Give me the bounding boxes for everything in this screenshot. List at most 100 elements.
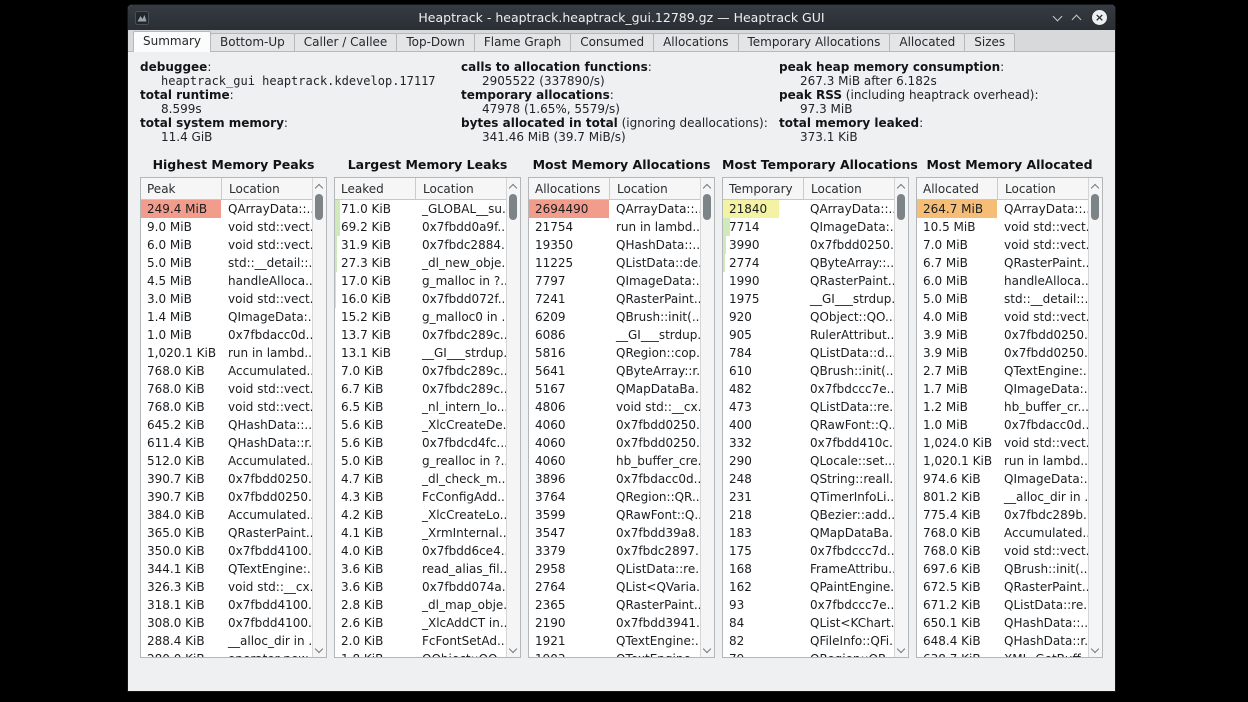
table-row[interactable]: 2764 QList<QVaria... xyxy=(529,578,701,596)
table-row[interactable]: 79 QRegion::QR... xyxy=(723,650,895,657)
table-row[interactable]: 6.5 KiB _nl_intern_lo... xyxy=(335,398,507,416)
value-column-header[interactable]: Allocated xyxy=(917,178,998,199)
table-row[interactable]: 768.0 KiB Accumulated... xyxy=(917,524,1089,542)
table-row[interactable]: 400 QRawFont::Q... xyxy=(723,416,895,434)
scroll-down-arrow-icon[interactable] xyxy=(508,644,518,654)
table-row[interactable]: 11225 QListData::de... xyxy=(529,254,701,272)
table-row[interactable]: 4.0 KiB 0x7fbdd6ce4... xyxy=(335,542,507,560)
table-row[interactable]: 482 0x7fbdccc7e... xyxy=(723,380,895,398)
location-column-header[interactable]: Location xyxy=(617,181,668,196)
value-column-header[interactable]: Peak xyxy=(141,178,222,199)
table-row[interactable]: 27.3 KiB _dl_new_obje... xyxy=(335,254,507,272)
table-row[interactable]: 19350 QHashData::... xyxy=(529,236,701,254)
table-row[interactable]: 2365 QRasterPaint... xyxy=(529,596,701,614)
table-row[interactable]: 69.2 KiB 0x7fbdd0a9f... xyxy=(335,218,507,236)
tab-caller-callee[interactable]: Caller / Callee xyxy=(293,33,398,51)
table-row[interactable]: 775.4 KiB 0x7fbdc289b... xyxy=(917,506,1089,524)
scroll-down-arrow-icon[interactable] xyxy=(896,644,906,654)
table-row[interactable]: 5.6 KiB 0x7fbdcd4fc... xyxy=(335,434,507,452)
table-row[interactable]: 1921 QTextEngine:... xyxy=(529,632,701,650)
table-row[interactable]: 784 QListData::d... xyxy=(723,344,895,362)
table-row[interactable]: 2190 0x7fbdd3941... xyxy=(529,614,701,632)
table-row[interactable]: 175 0x7fbdccc7d... xyxy=(723,542,895,560)
table-row[interactable]: 5167 QMapDataBa... xyxy=(529,380,701,398)
scrollbar-thumb[interactable] xyxy=(315,194,323,220)
scroll-up-arrow-icon[interactable] xyxy=(896,183,906,193)
table-row[interactable]: 2958 QListData::re... xyxy=(529,560,701,578)
table-row[interactable]: 3764 QRegion::QR... xyxy=(529,488,701,506)
table-row[interactable]: 768.0 KiB void std::vect... xyxy=(141,380,313,398)
table-row[interactable]: 2774 QByteArray::... xyxy=(723,254,895,272)
table-row[interactable]: 168 FrameAttribu... xyxy=(723,560,895,578)
table-row[interactable]: 93 0x7fbdccc7e... xyxy=(723,596,895,614)
table-row[interactable]: 697.6 KiB QBrush::init(... xyxy=(917,560,1089,578)
scroll-up-arrow-icon[interactable] xyxy=(508,183,518,193)
table-row[interactable]: 326.3 KiB void std::__cx... xyxy=(141,578,313,596)
table-row[interactable]: 344.1 KiB QTextEngine:... xyxy=(141,560,313,578)
tab-top-down[interactable]: Top-Down xyxy=(396,33,475,51)
table-row[interactable]: 1,024.0 KiB void std::vect... xyxy=(917,434,1089,452)
minimize-button[interactable] xyxy=(1052,11,1063,21)
table-row[interactable]: 473 QListData::re... xyxy=(723,398,895,416)
table-row[interactable]: 264.7 MiB QArrayData::... xyxy=(917,200,1089,218)
table-row[interactable]: 384.0 KiB Accumulated... xyxy=(141,506,313,524)
table-row[interactable]: 218 QBezier::add... xyxy=(723,506,895,524)
table-row[interactable]: 21840 QArrayData::... xyxy=(723,200,895,218)
scrollbar-thumb[interactable] xyxy=(1091,194,1099,220)
value-column-header[interactable]: Allocations xyxy=(529,178,610,199)
table-row[interactable]: 290 QLocale::set... xyxy=(723,452,895,470)
table-row[interactable]: 162 QPaintEngine... xyxy=(723,578,895,596)
location-column-header[interactable]: Location xyxy=(811,181,862,196)
table-row[interactable]: 248 QString::reall... xyxy=(723,470,895,488)
table-row[interactable]: 280.0 KiB operator new... xyxy=(141,650,313,657)
table-row[interactable]: 974.6 KiB QImageData:... xyxy=(917,470,1089,488)
table-row[interactable]: 1990 QRasterPaint... xyxy=(723,272,895,290)
scroll-up-arrow-icon[interactable] xyxy=(702,183,712,193)
table-row[interactable]: 7241 QRasterPaint... xyxy=(529,290,701,308)
table-row[interactable]: 4.2 KiB _XlcCreateLo... xyxy=(335,506,507,524)
table-row[interactable]: 5.6 KiB _XlcCreateDe... xyxy=(335,416,507,434)
scrollbar-thumb[interactable] xyxy=(509,194,517,220)
table-row[interactable]: 6.0 MiB handleAlloca... xyxy=(917,272,1089,290)
table-row[interactable]: 13.1 KiB __GI___strdup... xyxy=(335,344,507,362)
value-column-header[interactable]: Temporary xyxy=(723,178,804,199)
tab-allocated[interactable]: Allocated xyxy=(889,33,966,51)
table-row[interactable]: 4806 void std::__cx... xyxy=(529,398,701,416)
maximize-button[interactable] xyxy=(1071,14,1082,24)
scrollbar-thumb[interactable] xyxy=(703,194,711,220)
table-row[interactable]: 671.2 KiB QListData::re... xyxy=(917,596,1089,614)
table-row[interactable]: 5.0 MiB std::__detail::... xyxy=(917,290,1089,308)
table-row[interactable]: 350.0 KiB 0x7fbdd4100... xyxy=(141,542,313,560)
scrollbar[interactable] xyxy=(506,178,520,657)
table-row[interactable]: 905 RulerAttribut... xyxy=(723,326,895,344)
tab-consumed[interactable]: Consumed xyxy=(570,33,655,51)
table-row[interactable]: 650.1 KiB QHashData::... xyxy=(917,614,1089,632)
tab-allocations[interactable]: Allocations xyxy=(653,33,739,51)
table-row[interactable]: 7.0 MiB void std::vect... xyxy=(917,236,1089,254)
table-row[interactable]: 5.0 KiB g_realloc in ?... xyxy=(335,452,507,470)
table-row[interactable]: 183 QMapDataBa... xyxy=(723,524,895,542)
scroll-up-arrow-icon[interactable] xyxy=(1090,183,1100,193)
tab-flame-graph[interactable]: Flame Graph xyxy=(473,33,572,51)
location-column-header[interactable]: Location xyxy=(229,181,280,196)
table-row[interactable]: 5816 QRegion::cop... xyxy=(529,344,701,362)
table-row[interactable]: 1.2 MiB hb_buffer_cr... xyxy=(917,398,1089,416)
table-row[interactable]: 768.0 KiB void std::vect... xyxy=(141,398,313,416)
table-row[interactable]: 5641 QByteArray::r... xyxy=(529,362,701,380)
scroll-down-arrow-icon[interactable] xyxy=(1090,644,1100,654)
table-row[interactable]: 318.1 KiB 0x7fbdd4100... xyxy=(141,596,313,614)
scrollbar[interactable] xyxy=(894,178,908,657)
table-row[interactable]: 6.7 MiB QRasterPaint... xyxy=(917,254,1089,272)
table-row[interactable]: 611.4 KiB QHashData::r... xyxy=(141,434,313,452)
table-row[interactable]: 6209 QBrush::init(... xyxy=(529,308,701,326)
table-row[interactable]: 71.0 KiB _GLOBAL__su... xyxy=(335,200,507,218)
table-row[interactable]: 13.7 KiB 0x7fbdc289c... xyxy=(335,326,507,344)
table-row[interactable]: 3.9 MiB 0x7fbdd0250... xyxy=(917,344,1089,362)
table-row[interactable]: 332 0x7fbdd410c... xyxy=(723,434,895,452)
table-row[interactable]: 7797 QImageData:... xyxy=(529,272,701,290)
titlebar[interactable]: Heaptrack - heaptrack.heaptrack_gui.1278… xyxy=(128,5,1115,30)
table-row[interactable]: 4.5 MiB handleAlloca... xyxy=(141,272,313,290)
table-row[interactable]: 2.6 KiB _XlcAddCT in... xyxy=(335,614,507,632)
table-row[interactable]: 9.0 MiB void std::vect... xyxy=(141,218,313,236)
table-row[interactable]: 10.5 MiB void std::vect... xyxy=(917,218,1089,236)
